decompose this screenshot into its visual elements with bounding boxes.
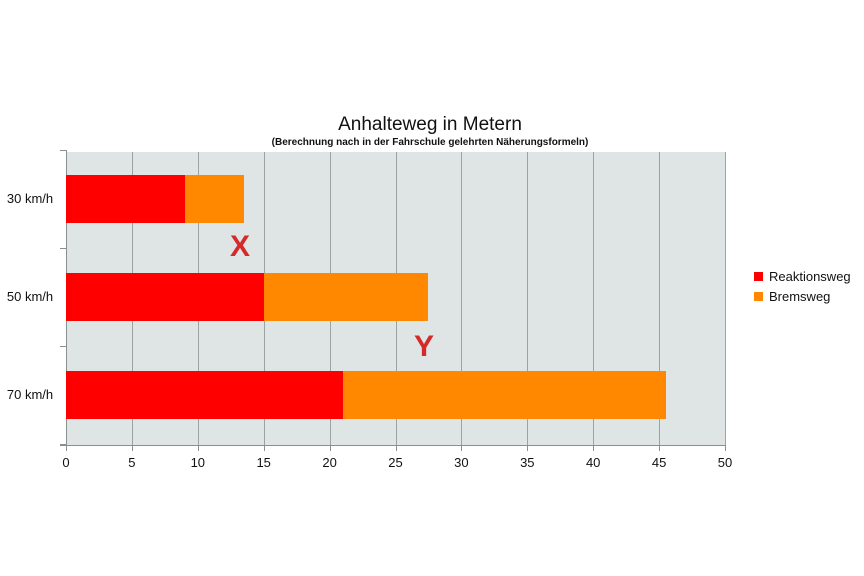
category-label: 70 km/h bbox=[6, 387, 54, 402]
bar-reaktionsweg-50 bbox=[66, 273, 264, 321]
bar-reaktionsweg-30 bbox=[66, 175, 185, 223]
x-tick bbox=[197, 445, 199, 451]
x-tick bbox=[329, 445, 331, 451]
chart-subtitle: (Berechnung nach in der Fahrschule geleh… bbox=[271, 137, 589, 148]
x-tick-label: 30 bbox=[454, 455, 469, 470]
legend-swatch-reaktionsweg bbox=[754, 271, 763, 281]
legend-label: Bremsweg bbox=[769, 288, 831, 304]
x-tick bbox=[131, 445, 133, 451]
x-tick bbox=[263, 445, 265, 451]
annotation-x: X bbox=[230, 230, 251, 263]
bar-bremsweg-70 bbox=[342, 371, 666, 419]
x-tick-label: 25 bbox=[388, 455, 403, 470]
gridline bbox=[593, 152, 595, 445]
x-tick-label: 40 bbox=[585, 455, 601, 470]
x-tick-label: 20 bbox=[322, 455, 337, 470]
legend: Reaktionsweg Bremsweg bbox=[754, 266, 851, 306]
x-axis bbox=[60, 445, 726, 446]
x-tick-label: 15 bbox=[256, 455, 271, 470]
bar-reaktionsweg-70 bbox=[66, 371, 343, 419]
y-tick bbox=[60, 346, 66, 347]
gridline bbox=[659, 152, 661, 445]
x-tick bbox=[725, 445, 726, 451]
x-tick-label: 5 bbox=[128, 455, 136, 470]
x-tick-label: 50 bbox=[717, 455, 733, 470]
chart-title: Anhalteweg in Metern bbox=[338, 114, 522, 135]
y-tick bbox=[60, 444, 66, 445]
gridline bbox=[725, 152, 726, 445]
y-tick bbox=[60, 248, 66, 249]
annotation-y: Y bbox=[414, 330, 435, 363]
category-label: 50 km/h bbox=[6, 289, 54, 304]
x-tick bbox=[66, 445, 67, 451]
x-tick-label: 10 bbox=[190, 455, 206, 470]
x-tick bbox=[527, 445, 529, 451]
x-tick bbox=[593, 445, 595, 451]
bar-bremsweg-50 bbox=[263, 273, 429, 321]
category-label: 30 km/h bbox=[6, 191, 54, 206]
x-tick-label: 0 bbox=[62, 455, 70, 470]
legend-label: Reaktionsweg bbox=[769, 268, 851, 284]
x-tick bbox=[461, 445, 463, 451]
bar-bremsweg-30 bbox=[184, 175, 244, 223]
gridline bbox=[461, 152, 463, 445]
legend-item-reaktionsweg: Reaktionsweg bbox=[754, 266, 851, 286]
x-tick bbox=[659, 445, 661, 451]
x-tick-label: 35 bbox=[520, 455, 535, 470]
y-tick bbox=[60, 150, 66, 151]
x-tick bbox=[395, 445, 397, 451]
legend-item-bremsweg: Bremsweg bbox=[754, 286, 851, 306]
legend-swatch-bremsweg bbox=[754, 291, 763, 301]
x-tick-label: 45 bbox=[651, 455, 667, 470]
gridline bbox=[527, 152, 529, 445]
